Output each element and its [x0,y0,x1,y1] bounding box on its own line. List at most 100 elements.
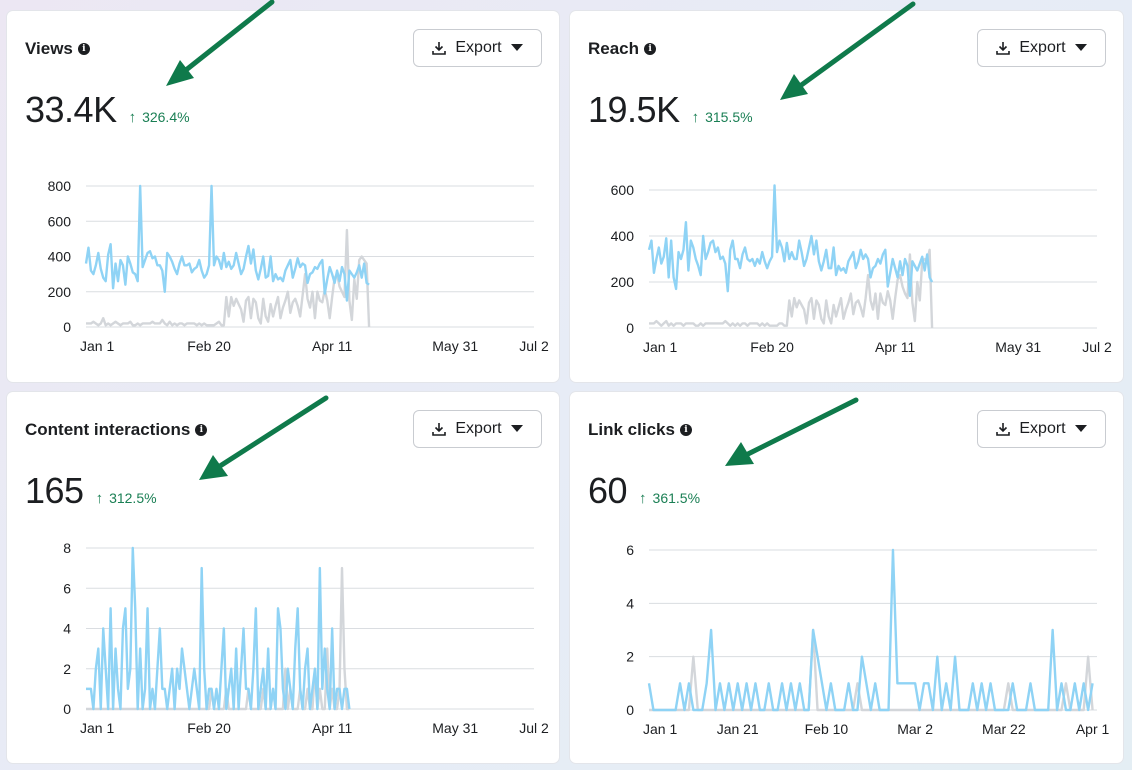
y-tick-label: 400 [611,228,635,244]
info-icon[interactable]: i [644,43,657,55]
export-label: Export [1019,420,1066,437]
x-tick-label: Feb 10 [805,721,849,737]
x-tick-label: Feb 20 [187,338,231,354]
change-badge: ↑ 312.5% [96,490,157,507]
x-tick-label: Jan 1 [80,720,114,736]
metric-row: 165 ↑ 312.5% [25,470,157,512]
x-tick-label: Apr 1 [1076,721,1110,737]
change-percent: 312.5% [109,490,157,506]
x-tick-label: Jan 1 [643,721,677,737]
current-series-line [86,546,351,711]
link-clicks-card: Link clicks i Export 60 ↑ 361.5% 0 2 4 6 Jan… [570,392,1123,763]
metric-value: 33.4K [25,89,117,130]
arrow-up-icon: ↑ [95,490,104,507]
views-chart: 0 200 400 600 800 Jan 1 Feb 20 Apr 11 May 31 Jul … [48,178,549,354]
caret-down-icon [1074,44,1087,51]
export-button[interactable]: Export [413,29,542,67]
link-clicks-chart: 0 2 4 6 Jan 1 Jan 21 Feb 10 Mar 2 Mar 22 Apr 1 [626,542,1110,737]
download-icon [432,42,447,55]
caret-down-icon [510,425,523,432]
x-tick-label: Apr 11 [312,720,352,736]
previous-series-line [86,228,371,328]
metric-value: 19.5K [588,89,680,130]
y-tick-label: 600 [48,213,72,229]
info-icon[interactable]: i [195,424,208,436]
y-tick-label: 0 [626,702,634,718]
change-percent: 315.5% [705,109,753,125]
change-percent: 326.4% [142,109,190,125]
y-tick-label: 200 [611,274,635,290]
info-icon[interactable]: i [77,43,90,55]
download-icon [432,423,447,436]
card-title-text: Reach [588,39,640,58]
x-tick-label: Jul 2 [1082,339,1112,355]
previous-series-line [86,566,350,711]
caret-down-icon [1074,425,1087,432]
export-button[interactable]: Export [977,410,1106,448]
metric-row: 33.4K ↑ 326.4% [25,89,190,131]
export-label: Export [455,420,502,437]
y-tick-label: 6 [63,580,71,596]
arrow-up-icon: ↑ [639,490,647,507]
x-tick-label: Jan 1 [643,339,677,355]
x-tick-label: Apr 11 [875,339,915,355]
y-tick-label: 600 [611,182,635,198]
metric-row: 19.5K ↑ 315.5% [588,89,753,131]
metric-value: 165 [25,470,84,511]
y-tick-label: 400 [48,249,72,265]
x-tick-label: Jan 21 [717,721,759,737]
change-badge: ↑ 361.5% [639,490,700,507]
x-tick-label: Jul 2 [519,720,549,736]
y-tick-label: 200 [48,284,72,300]
y-tick-label: 2 [63,661,71,677]
card-title-text: Views [25,39,73,58]
content-interactions-chart: 0 2 4 6 8 Jan 1 Feb 20 Apr 11 May 31 Jul 2 [63,542,549,736]
x-tick-label: May 31 [995,339,1041,355]
download-icon [996,42,1011,55]
y-tick-label: 4 [626,595,634,611]
y-tick-label: 2 [626,649,634,665]
metric-value: 60 [588,470,628,511]
previous-series-line [649,248,934,329]
x-tick-label: Apr 11 [312,338,352,354]
y-tick-label: 6 [626,542,634,558]
y-tick-label: 0 [626,320,634,336]
x-tick-label: May 31 [432,720,478,736]
arrow-up-icon: ↑ [691,109,700,126]
current-series-line [647,184,934,298]
export-label: Export [455,39,502,56]
views-card: Views i Export 33.4K ↑ 326.4% 0 200 400 600… [7,11,559,382]
arrow-up-icon: ↑ [128,109,137,126]
download-icon [996,423,1011,436]
reach-chart: 0 200 400 600 Jan 1 Feb 20 Apr 11 May 31 Jul 2 [611,182,1112,355]
x-tick-label: May 31 [432,338,478,354]
y-tick-label: 8 [63,542,71,556]
info-icon[interactable]: i [679,424,692,436]
x-tick-label: Feb 20 [750,339,794,355]
reach-card: Reach i Export 19.5K ↑ 315.5% 0 200 400 600… [570,11,1123,382]
content-interactions-card: Content interactions i Export 165 ↑ 312.… [7,392,559,763]
change-badge: ↑ 326.4% [129,109,190,126]
x-tick-label: Mar 2 [897,721,933,737]
y-tick-label: 800 [48,178,72,194]
x-tick-label: Feb 20 [187,720,231,736]
card-title: Views i [25,39,90,59]
x-tick-label: Mar 22 [982,721,1026,737]
x-tick-label: Jan 1 [80,338,114,354]
card-title: Link clicks i [588,420,692,440]
y-tick-label: 4 [63,621,71,637]
export-button[interactable]: Export [977,29,1106,67]
current-series-line [84,184,370,302]
current-series-line [647,548,1094,712]
export-button[interactable]: Export [413,410,542,448]
change-badge: ↑ 315.5% [692,109,753,126]
y-tick-label: 0 [63,701,71,717]
card-title-text: Link clicks [588,420,675,439]
change-percent: 361.5% [652,490,701,506]
card-title: Reach i [588,39,657,59]
card-title: Content interactions i [25,420,208,440]
y-tick-label: 0 [63,319,71,335]
card-title-text: Content interactions [25,420,191,439]
caret-down-icon [510,44,523,51]
export-label: Export [1019,39,1066,56]
